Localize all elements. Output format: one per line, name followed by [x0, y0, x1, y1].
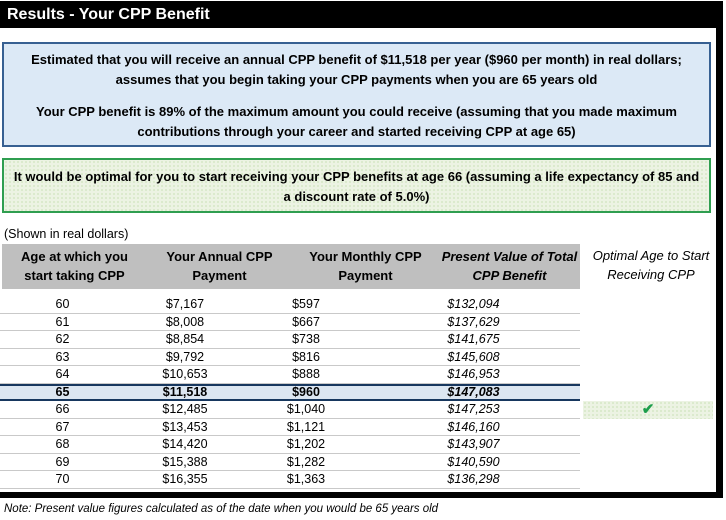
- cell-present_value[interactable]: $143,907: [447, 437, 500, 452]
- benefit-summary-box: Estimated that you will receive an annua…: [2, 42, 711, 147]
- column-header-optimal-line2: Receiving CPP: [607, 266, 695, 282]
- table-row[interactable]: 62 $8,854 $738 $141,675: [0, 331, 580, 349]
- cell-age[interactable]: 69: [55, 454, 70, 469]
- cell-monthly[interactable]: $738: [292, 332, 320, 347]
- cell-monthly[interactable]: $1,040: [286, 402, 326, 417]
- cell-present_value[interactable]: $145,608: [447, 349, 500, 364]
- cell-monthly[interactable]: $597: [292, 297, 320, 312]
- cell-present_value[interactable]: $141,675: [447, 332, 500, 347]
- table-caption: (Shown in real dollars): [4, 227, 129, 241]
- cell-present_value[interactable]: $146,160: [447, 419, 500, 434]
- cpp-table: 60 $7,167 $597 $132,094 61 $8,008 $667 $137,629…: [0, 296, 580, 489]
- sheet-border-bottom: [0, 492, 723, 498]
- cell-age[interactable]: 62: [55, 332, 70, 347]
- cell-monthly[interactable]: $667: [292, 314, 320, 329]
- table-row[interactable]: 69 $15,388 $1,282 $140,590: [0, 454, 580, 471]
- cell-age[interactable]: 65: [55, 385, 70, 400]
- cell-annual[interactable]: $15,388: [162, 454, 208, 469]
- cell-annual[interactable]: $16,355: [162, 472, 208, 487]
- cell-annual[interactable]: $14,420: [162, 437, 208, 452]
- check-icon: ✔: [641, 401, 655, 419]
- cell-monthly[interactable]: $1,363: [286, 472, 326, 487]
- cell-age[interactable]: 61: [55, 314, 70, 329]
- column-header-present-value-line2: CPP Benefit: [472, 267, 547, 283]
- cell-annual[interactable]: $11,518: [162, 385, 208, 400]
- column-header-annual: Your Annual CPP Payment: [147, 248, 292, 286]
- table-row[interactable]: 68 $14,420 $1,202 $143,907: [0, 436, 580, 454]
- table-row[interactable]: 66 $12,485 $1,040 $147,253: [0, 401, 580, 419]
- column-header-annual-line1: Your Annual CPP: [166, 248, 273, 264]
- cell-present_value[interactable]: $136,298: [447, 472, 500, 487]
- optimal-check-cell: ✔: [583, 401, 713, 419]
- cell-annual[interactable]: $7,167: [165, 297, 205, 312]
- cell-present_value[interactable]: $137,629: [447, 314, 500, 329]
- column-header-age-line2: start taking CPP: [24, 267, 125, 283]
- column-header-present-value: Present Value of Total CPP Benefit: [439, 248, 580, 286]
- optimal-age-text: It would be optimal for you to start rec…: [13, 169, 700, 204]
- page-title: Results - Your CPP Benefit: [0, 1, 723, 28]
- cell-monthly[interactable]: $1,202: [286, 437, 326, 452]
- cell-monthly[interactable]: $960: [292, 385, 320, 400]
- column-header-optimal-line1: Optimal Age to Start: [592, 248, 710, 263]
- column-header-monthly-line2: Payment: [338, 267, 393, 283]
- table-row[interactable]: 65 $11,518 $960 $147,083: [0, 383, 580, 401]
- cell-age[interactable]: 67: [55, 419, 70, 434]
- column-header-optimal: Optimal Age to Start Receiving CPP: [583, 247, 719, 285]
- cell-present_value[interactable]: $132,094: [447, 297, 500, 312]
- optimal-age-box: It would be optimal for you to start rec…: [2, 158, 711, 213]
- footnote: Note: Present value figures calculated a…: [4, 503, 439, 515]
- table-header-row: Age at which you start taking CPP Your A…: [2, 244, 580, 289]
- column-header-monthly-line1: Your Monthly CPP: [309, 248, 422, 264]
- sheet-border-right: [716, 28, 723, 492]
- table-row[interactable]: 70 $16,355 $1,363 $136,298: [0, 471, 580, 489]
- cell-annual[interactable]: $9,792: [165, 349, 205, 364]
- cell-annual[interactable]: $13,453: [162, 419, 208, 434]
- cell-age[interactable]: 60: [55, 297, 70, 312]
- cell-monthly[interactable]: $1,121: [286, 419, 326, 434]
- column-header-age-line1: Age at which you: [21, 248, 128, 264]
- cell-annual[interactable]: $10,653: [162, 367, 208, 382]
- cell-monthly[interactable]: $888: [292, 367, 320, 382]
- cell-present_value[interactable]: $140,590: [447, 454, 500, 469]
- cell-age[interactable]: 68: [55, 437, 70, 452]
- table-row[interactable]: 61 $8,008 $667 $137,629: [0, 314, 580, 331]
- cell-age[interactable]: 64: [55, 367, 70, 382]
- benefit-summary-line2: Your CPP benefit is 89% of the maximum a…: [35, 104, 677, 140]
- cell-annual[interactable]: $8,854: [165, 332, 205, 347]
- column-header-age: Age at which you start taking CPP: [2, 248, 147, 286]
- table-row[interactable]: 67 $13,453 $1,121 $146,160: [0, 419, 580, 436]
- column-header-monthly: Your Monthly CPP Payment: [292, 248, 439, 286]
- table-row[interactable]: 64 $10,653 $888 $146,953: [0, 366, 580, 384]
- table-row[interactable]: 60 $7,167 $597 $132,094: [0, 296, 580, 314]
- column-header-present-value-line1: Present Value of Total: [441, 248, 578, 264]
- table-row[interactable]: 63 $9,792 $816 $145,608: [0, 349, 580, 366]
- benefit-summary-line1: Estimated that you will receive an annua…: [31, 52, 682, 88]
- cell-monthly[interactable]: $1,282: [286, 454, 326, 469]
- cell-annual[interactable]: $8,008: [165, 314, 205, 329]
- cell-present_value[interactable]: $147,253: [447, 402, 500, 417]
- cell-age[interactable]: 66: [55, 402, 70, 417]
- cell-monthly[interactable]: $816: [292, 349, 320, 364]
- cell-annual[interactable]: $12,485: [162, 402, 208, 417]
- column-header-annual-line2: Payment: [192, 267, 247, 283]
- cell-age[interactable]: 70: [55, 472, 70, 487]
- cell-present_value[interactable]: $147,083: [447, 385, 500, 400]
- cell-age[interactable]: 63: [55, 349, 70, 364]
- cell-present_value[interactable]: $146,953: [447, 367, 500, 382]
